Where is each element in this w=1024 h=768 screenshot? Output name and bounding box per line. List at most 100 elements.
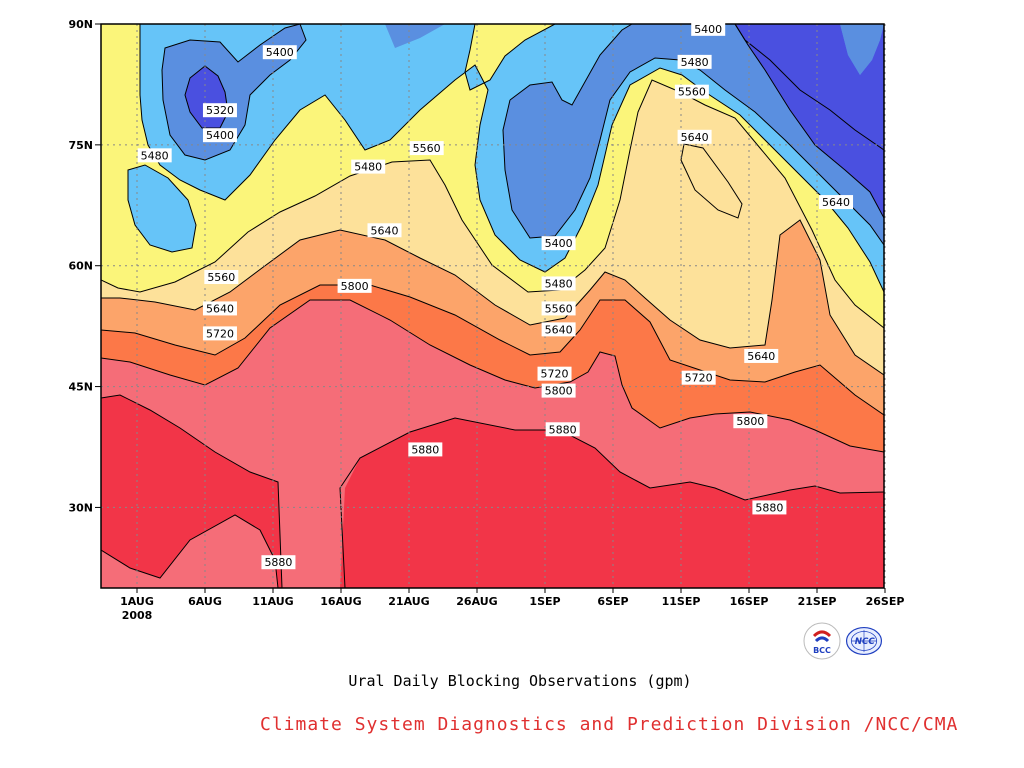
contour-label-box: [337, 278, 372, 293]
contour-label: 5720: [537, 366, 572, 381]
contour-label-box: [752, 500, 787, 515]
contour-label-text: 5560: [207, 271, 235, 284]
contour-label-box: [691, 21, 726, 36]
contour-label-box: [674, 84, 709, 99]
x-tick-label: 16SEP: [730, 595, 769, 608]
contour-label: 5720: [202, 326, 237, 341]
contour-label-text: 5720: [206, 327, 234, 340]
contour-label-text: 5400: [545, 237, 573, 250]
x-tick-label: 1AUG: [120, 595, 154, 608]
contour-label-text: 5480: [141, 149, 169, 162]
y-tick-label: 45N: [68, 381, 93, 394]
x-tick-label: 6SEP: [597, 595, 628, 608]
ncc-logo: NCC: [845, 626, 883, 656]
contour-label-box: [819, 195, 854, 210]
contour-label: 5480: [351, 159, 386, 174]
contour-label: 5400: [202, 128, 237, 143]
plot-frame: [100, 23, 885, 589]
contour-label-box: [541, 236, 576, 251]
contour-line-5480-top: [464, 24, 556, 91]
contour-label-text: 5400: [206, 129, 234, 142]
contour-label: 5880: [752, 500, 787, 515]
contour-label-box: [541, 301, 576, 316]
contour-line-5320: [184, 24, 884, 219]
contour-label-box: [733, 414, 768, 429]
x-tick-label: 6AUG: [188, 595, 222, 608]
contour-label: 5880: [545, 422, 580, 437]
y-tick-label: 60N: [68, 260, 93, 273]
contour-label: 5800: [337, 278, 372, 293]
contour-label-box: [744, 348, 779, 363]
bcc-logo: BCC: [803, 622, 841, 660]
contour-label-text: 5880: [549, 423, 577, 436]
contour-label: 5480: [677, 54, 712, 69]
contour-label-box: [367, 223, 402, 238]
contour-line-5880-low: [101, 514, 279, 588]
contour-label-text: 5640: [206, 302, 234, 315]
contour-label-box: [541, 322, 576, 337]
x-tick-label: 26SEP: [866, 595, 905, 608]
contour-label-box: [541, 383, 576, 398]
contour-label-text: 5880: [264, 556, 292, 569]
y-tick-label: 75N: [68, 139, 93, 152]
contour-label-box: [677, 129, 712, 144]
chart-caption: Ural Daily Blocking Observations (gpm): [348, 672, 692, 690]
contour-label-box: [408, 442, 443, 457]
contour-labels: 5400 5320 5400 5480 5480 5560 5640 5560 5800 5640…: [137, 21, 854, 570]
contour-label-text: 5320: [206, 104, 234, 117]
contour-label: 5320: [202, 103, 237, 118]
x-tick-label: 16AUG: [320, 595, 361, 608]
contour-line-5400-a: [161, 24, 307, 161]
contour-label: 5880: [408, 442, 443, 457]
y-tick-label: 90N: [68, 18, 93, 31]
contour-label: 5800: [733, 414, 768, 429]
contour-label: 5800: [541, 383, 576, 398]
contour-label: 5640: [367, 223, 402, 238]
bcc-logo-text: BCC: [813, 646, 831, 655]
contour-label-text: 5560: [678, 86, 706, 99]
contour-label-text: 5800: [545, 385, 573, 398]
contour-label: 5640: [677, 129, 712, 144]
contour-label: 5560: [541, 301, 576, 316]
x-year-label: 2008: [122, 609, 153, 622]
contour-label-text: 5880: [411, 443, 439, 456]
contour-line-5480-loop: [127, 164, 197, 253]
contour-label-box: [261, 555, 296, 570]
contour-line-5720: [101, 284, 884, 416]
contour-label: 5560: [674, 84, 709, 99]
contour-label-text: 5480: [545, 277, 573, 290]
x-tick-label: 26AUG: [456, 595, 497, 608]
contour-label-box: [677, 54, 712, 69]
contour-line-5880: [339, 417, 884, 588]
axis-ticks: 1AUG 6AUG 11AUG 16AUG 21AUG 26AUG 1SEP 6SEP 11SE…: [68, 18, 904, 622]
contour-label: 5640: [541, 322, 576, 337]
contour-label: 5400: [691, 21, 726, 36]
x-tick-label: 1SEP: [529, 595, 560, 608]
contour-label-text: 5720: [685, 372, 713, 385]
contour-label-box: [202, 301, 237, 316]
contour-label-box: [202, 128, 237, 143]
contour-label-text: 5400: [266, 46, 294, 59]
contour-label: 5400: [262, 45, 297, 60]
contour-label-text: 5640: [747, 350, 775, 363]
contour-label: 5720: [681, 370, 716, 385]
contour-label-text: 5880: [755, 501, 783, 514]
contour-label: 5560: [204, 269, 239, 284]
contour-label-text: 5720: [541, 368, 569, 381]
x-tick-label: 11SEP: [662, 595, 701, 608]
contour-label: 5400: [541, 236, 576, 251]
credit-line: Climate System Diagnostics and Predictio…: [260, 714, 959, 735]
contour-label-text: 5400: [694, 23, 722, 36]
contour-label-text: 5640: [822, 196, 850, 209]
x-tick-label: 21SEP: [798, 595, 837, 608]
fill-below-5320: [185, 24, 884, 218]
contour-label-box: [202, 103, 237, 118]
x-tick-label: 11AUG: [252, 595, 293, 608]
contour-label-box: [541, 276, 576, 291]
contour-label-text: 5800: [736, 415, 764, 428]
contour-label-text: 5480: [354, 161, 382, 174]
contour-line-5800: [101, 299, 884, 453]
contour-label-text: 5640: [681, 131, 709, 144]
contour-label: 5560: [409, 141, 444, 156]
